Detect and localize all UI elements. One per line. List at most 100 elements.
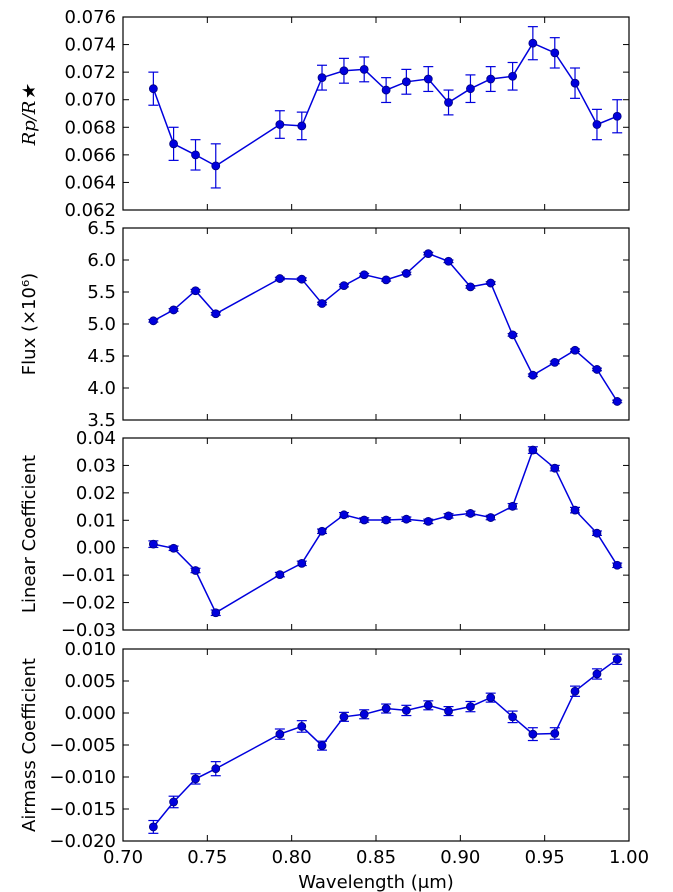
data-point [401,269,411,278]
data-point [528,445,538,455]
data-point [444,706,453,716]
data-point [423,74,433,84]
data-point [508,330,518,340]
data-point [148,316,158,326]
y-tick-label: 0.00 [76,538,116,559]
data-point [275,729,285,739]
data-point [466,282,475,292]
y-tick-label: −0.005 [49,735,116,756]
data-point [570,345,580,355]
data-point [592,528,602,538]
data-point [381,275,391,285]
data-point [612,560,622,570]
data-point [444,256,453,266]
data-point [401,514,411,524]
data-point [148,822,158,832]
y-tick-label: 0.010 [64,639,116,660]
y-axis-label: Linear Coefficient [19,455,40,613]
data-point [550,357,560,367]
data-point [381,704,391,713]
x-axis-label: Wavelength (μm) [298,872,454,892]
data-point [169,305,179,315]
data-point [339,281,349,291]
data-point [592,365,602,374]
data-point [297,274,307,284]
data-point [401,77,411,87]
data-point [401,706,411,715]
data-point [317,299,327,308]
y-tick-label: 0.064 [64,172,116,193]
data-point [359,270,369,280]
y-tick-label: −0.010 [49,767,116,788]
data-point [612,111,622,121]
y-axis-label: Airmass Coefficient [19,658,40,832]
data-point [423,249,433,259]
data-point [148,539,158,549]
y-tick-label: 0.04 [76,428,116,449]
x-tick-label: 0.95 [525,847,565,868]
data-point [486,513,496,522]
data-point [359,515,369,525]
y-tick-label: −0.015 [49,799,116,820]
data-point [381,515,391,525]
y-axis-label: Rp/R★ [19,84,40,147]
data-point [486,74,496,84]
y-tick-label: −0.02 [61,593,116,614]
data-point [191,774,200,784]
data-point [486,278,496,288]
data-point [444,511,453,521]
x-tick-label: 0.80 [272,847,312,868]
data-point [339,712,349,722]
data-point [550,48,560,58]
data-point [508,71,518,81]
data-point [275,570,285,579]
data-point [275,274,285,283]
y-tick-label: 4.5 [87,346,116,367]
data-point [339,510,349,520]
y-tick-label: 0.068 [64,117,116,138]
data-point [570,505,580,515]
data-point [317,741,327,751]
data-point [317,526,327,536]
y-tick-label: 5.0 [87,314,116,335]
data-point [359,64,369,74]
y-tick-label: 0.074 [64,35,116,56]
data-point [211,764,221,774]
data-point [169,797,179,807]
data-point [550,729,560,738]
plot-frame [122,227,630,421]
data-point [423,700,433,710]
data-point [339,66,349,76]
y-tick-label: 0.03 [76,455,116,476]
chart-panel-1: 0.062 0.064 0.066 0.068 0.070 0.072 0.074 0.076… [19,7,630,221]
chart-panel-2: 3.5 4.0 4.5 5.0 5.5 6.0 6.5 Flux (×10⁶) [19,218,630,431]
data-point [191,566,200,575]
data-point [466,509,475,518]
x-tick-label: 0.70 [103,847,143,868]
data-point [211,309,221,319]
y-tick-label: 0.076 [64,7,116,28]
y-tick-label: 0.072 [64,62,116,83]
data-point [297,722,307,731]
y-tick-label: 3.5 [87,410,116,431]
series-line [152,658,618,828]
data-point [612,397,622,406]
data-point [359,709,369,719]
data-point [466,702,475,711]
y-tick-label: 0.066 [64,145,116,166]
data-point [508,712,518,722]
y-tick-label: 0.062 [64,200,116,221]
y-tick-label: 0.070 [64,90,116,111]
y-tick-label: −0.020 [49,831,116,852]
data-point [612,654,622,664]
data-point [169,543,179,553]
chart-panel-3: −0.03 −0.02 −0.01 0.00 0.01 0.02 0.03 0.04 Linea… [19,428,630,641]
data-point [570,78,580,88]
data-point [466,84,475,94]
data-point [550,463,560,473]
data-point [148,84,158,94]
data-point [191,286,200,296]
y-tick-label: −0.01 [61,565,116,586]
data-point [297,558,307,568]
